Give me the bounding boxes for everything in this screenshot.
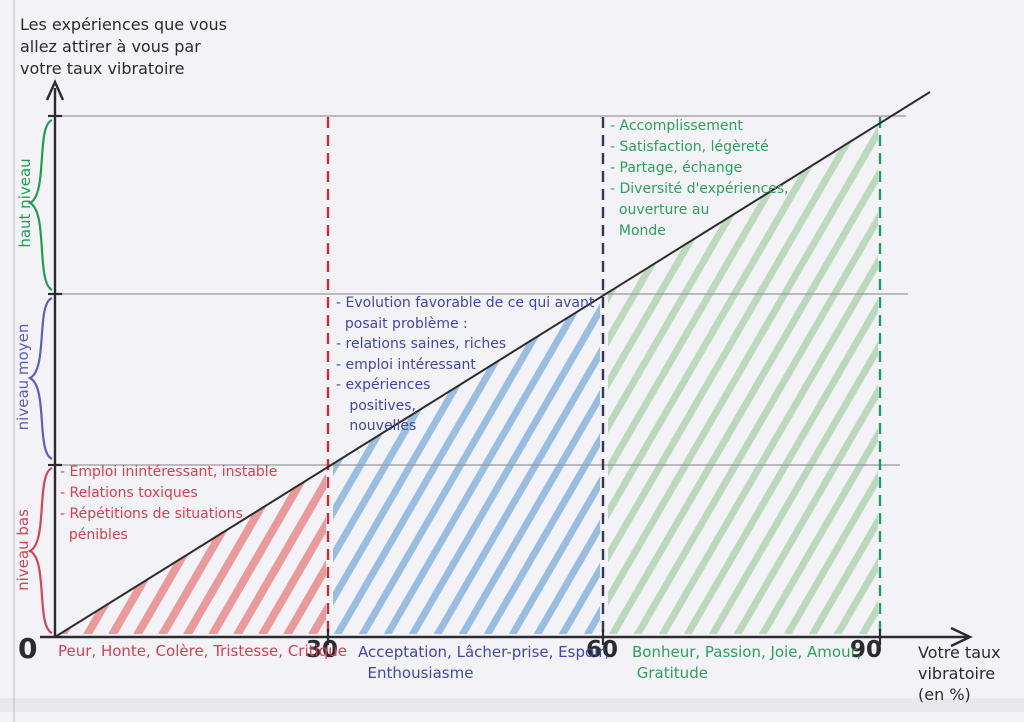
note-high: - Accomplissement - Satisfaction, légère… <box>610 118 789 239</box>
x-axis-label: Votre taux vibratoire (en %) <box>918 643 1001 704</box>
x-axis-arrow <box>950 626 973 648</box>
note-low: - Emploi inintéressant, instable - Relat… <box>60 464 278 543</box>
emotions-high: Bonheur, Passion, Joie, Amour, Gratitude <box>632 643 862 682</box>
brace-low <box>27 466 53 635</box>
level-label-low: niveau bas <box>14 509 32 591</box>
emotions-low: Peur, Honte, Colère, Tristesse, Critique <box>58 642 347 660</box>
x-tick-label-60: 60 <box>586 637 619 663</box>
brace-mid <box>27 296 53 461</box>
y-axis-arrow <box>45 79 65 101</box>
y-axis-title: Les expériences que vous allez attirer à… <box>20 15 227 78</box>
diagonal-line <box>54 91 931 638</box>
scan-shadow <box>0 698 1024 712</box>
brace-high <box>27 118 53 291</box>
x-tick-label-30: 30 <box>306 637 339 663</box>
emotions-mid: Acceptation, Lâcher-prise, Espoir, Entho… <box>358 643 610 682</box>
level-label-high: haut niveau <box>16 158 34 248</box>
paper-crease <box>13 0 15 722</box>
level-label-mid: niveau moyen <box>14 323 32 431</box>
x-tick-label-90: 90 <box>850 637 883 663</box>
note-mid: - Evolution favorable de ce qui avant po… <box>336 295 595 434</box>
x-tick-label-0: 0 <box>18 632 38 665</box>
